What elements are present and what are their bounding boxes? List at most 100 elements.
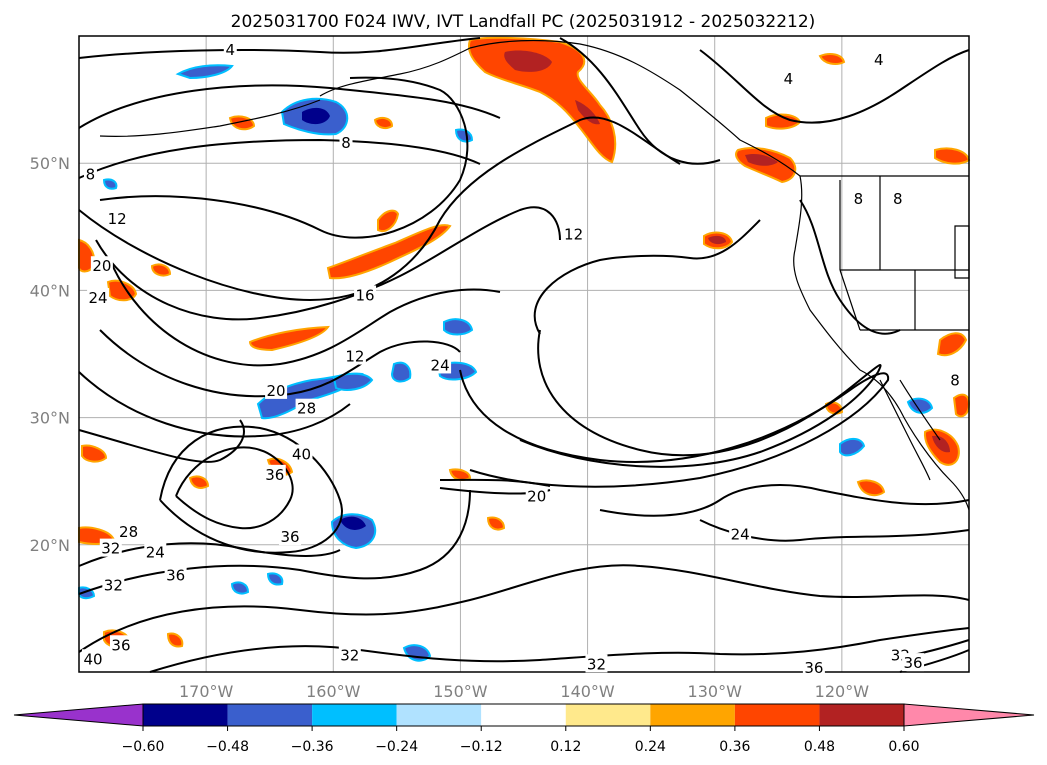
contour-label-background	[99, 538, 122, 557]
colorbar-cell	[143, 704, 228, 726]
colorbar-cell	[734, 704, 820, 726]
pc-positive-area	[377, 209, 400, 232]
contour-label-background	[279, 527, 302, 546]
contour-label-background	[117, 522, 140, 541]
contour-label-background	[802, 658, 825, 677]
contour-label: 32	[104, 577, 123, 595]
pc-strong-positive-area	[932, 435, 950, 453]
baja-coastline	[879, 379, 931, 481]
iwv-contour	[599, 484, 970, 517]
contour-label-background	[265, 380, 288, 399]
colorbar-cell	[481, 704, 566, 726]
latitude-label: 40°N	[30, 281, 70, 300]
contour-label-background	[343, 346, 366, 365]
iwv-contour	[78, 37, 481, 59]
contour-labels: 4 8 8 12 20 24 16 12 24 20 28 40 36 36 28 24 32 36 32 36 40 3…	[81, 39, 962, 677]
contour-label: 8	[893, 190, 903, 208]
map-frame	[78, 35, 970, 673]
contour-label-background	[263, 464, 286, 483]
contour-label: 4	[874, 51, 884, 69]
pc-positive-area	[326, 224, 452, 280]
pc-strong-positive-area	[745, 153, 778, 166]
contour-label-background	[81, 649, 104, 668]
contour-label: 8	[854, 190, 864, 208]
pc-positive-area	[448, 468, 472, 481]
colorbar-tick-label: 0.48	[804, 739, 835, 755]
contour-label-background	[106, 209, 129, 228]
latitude-labels: 20°N 30°N 40°N 50°N	[30, 154, 70, 555]
contour-label-background	[109, 635, 132, 654]
colorbar-tick-label: 0.36	[719, 739, 750, 755]
longitude-label: 120°W	[815, 682, 870, 701]
pc-positive-area	[818, 53, 846, 65]
iwv-contour	[99, 76, 469, 239]
iwv-contour	[78, 542, 341, 567]
latitude-label: 30°N	[30, 409, 70, 428]
map-background	[79, 36, 969, 672]
contour-label-background	[851, 188, 865, 207]
contour-label: 16	[356, 286, 375, 304]
pc-positive-area	[81, 444, 108, 463]
colorbar-tick-label: 0.60	[888, 739, 919, 755]
contour-label: 36	[265, 466, 284, 484]
pc-strong-negative-area	[302, 107, 330, 125]
colorbar-tick-label: −0.60	[122, 739, 165, 755]
iwv-contour	[519, 329, 882, 468]
iwv-contour	[439, 478, 551, 487]
colorbar-cell	[819, 704, 904, 726]
contour-label-background	[87, 288, 110, 307]
pc-positive-area	[248, 325, 330, 352]
contour-label: 24	[89, 289, 108, 307]
longitude-label: 140°W	[560, 682, 615, 701]
pc-positive-area	[228, 115, 256, 131]
longitude-label: 170°W	[179, 682, 234, 701]
colorbar-extend-high	[903, 703, 1035, 727]
contour-label: 36	[804, 659, 823, 677]
contour-label: 20	[267, 382, 286, 400]
longitude-labels: 170°W 160°W 150°W 140°W 130°W 120°W	[179, 682, 869, 701]
contour-label: 24	[146, 543, 165, 561]
contour-label-background	[83, 164, 97, 183]
contour-label: 20	[527, 487, 546, 505]
contour-label-background	[295, 398, 318, 417]
pc-positive-area	[188, 475, 210, 489]
contour-label-background	[223, 39, 237, 58]
contour-label-background	[429, 355, 452, 374]
contour-label-background	[90, 256, 113, 275]
iwv-contour-layer	[78, 37, 970, 673]
gulf-of-california-coastline	[899, 379, 941, 441]
colorbar-cell	[312, 704, 397, 726]
colorbar-tick-label: −0.48	[206, 739, 249, 755]
pc-strong-negative-area	[340, 516, 366, 530]
contour-label: 32	[340, 646, 359, 664]
iwv-contour	[699, 519, 970, 542]
contour-label-background	[891, 188, 905, 207]
pc-negative-area	[266, 572, 284, 586]
pc-negative-area	[102, 178, 118, 190]
contour-label-background	[339, 132, 353, 151]
alaska-coastline	[319, 39, 801, 177]
iwv-contour	[78, 419, 245, 463]
iwv-contour	[78, 116, 681, 302]
contour-label-background	[102, 575, 125, 594]
contour-label-background	[525, 486, 548, 505]
contour-label: 8	[86, 166, 96, 184]
figure-title: 2025031700 F024 IWV, IVT Landfall PC (20…	[231, 12, 816, 32]
pc-negative-area	[390, 361, 412, 383]
contour-label: 36	[281, 528, 300, 546]
iwv-contour	[175, 446, 294, 530]
iwv-contour	[699, 49, 970, 124]
pc-positive-area	[952, 393, 971, 418]
north-america-west-coastline	[793, 175, 970, 511]
contour-label: 36	[166, 566, 185, 584]
contour-label-background	[902, 653, 925, 672]
pc-positive-area	[936, 332, 968, 357]
iwv-contour	[78, 138, 481, 179]
contour-label-background	[562, 224, 585, 243]
contour-label: 4	[784, 70, 794, 88]
pc-negative-area	[175, 64, 234, 80]
contour-label: 36	[904, 654, 923, 672]
contour-label-background	[290, 444, 313, 463]
state-boundaries	[800, 175, 970, 331]
pc-fill-layer	[78, 36, 971, 662]
